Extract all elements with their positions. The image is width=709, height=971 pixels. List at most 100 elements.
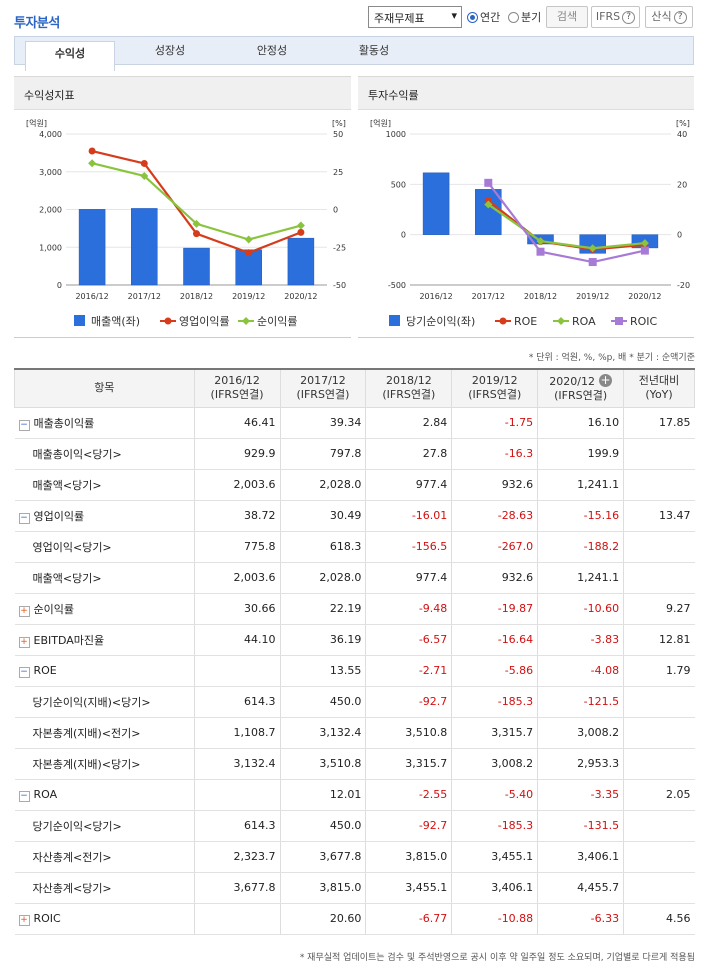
table-cell: 2.05: [623, 779, 695, 811]
row-label-cell: 매출액<당기>: [14, 562, 195, 594]
radio-annual-label: 연간: [480, 11, 501, 24]
table-cell: 2,003.6: [193, 469, 281, 501]
legend-label: ROE: [514, 315, 537, 328]
table-cell: 17.85: [623, 407, 695, 439]
table-cell: -131.5: [537, 810, 624, 842]
expand-plus-icon[interactable]: +: [18, 605, 30, 617]
row-label-cell: − ROA: [14, 779, 195, 811]
table-row: − 영업이익률 38.72 30.49 -16.01 -28.63 -15.16 13.47: [14, 500, 695, 532]
row-label-cell: 당기순이익(지배)<당기>: [14, 686, 195, 718]
tab-stability[interactable]: 안정성: [256, 44, 288, 57]
table-cell: 1.79: [623, 655, 695, 687]
table-row: 매출총이익<당기> 929.9 797.8 27.8 -16.3 199.9: [14, 438, 695, 470]
table-cell: -188.2: [537, 531, 624, 563]
series-point: [296, 221, 305, 230]
row-label: 자산총계<전기>: [32, 850, 112, 864]
statement-select[interactable]: 주재무제표 ▾: [368, 6, 462, 28]
table-header-row: 항목 2016/12 (IFRS연결) 2017/12 (IFRS연결) 2018/12(…: [14, 368, 695, 408]
legend-marker: [557, 317, 565, 325]
table-cell: -156.5: [365, 531, 452, 563]
table-cell: -16.01: [365, 500, 452, 532]
statement-select-value: 주재무제표: [374, 12, 425, 25]
financial-table: 항목 2016/12 (IFRS연결) 2017/12 (IFRS연결) 2018/12(…: [14, 368, 695, 935]
collapse-minus-icon[interactable]: −: [18, 419, 30, 431]
row-label-cell: 자산총계<당기>: [14, 872, 195, 904]
tab-growth[interactable]: 성장성: [154, 44, 186, 57]
collapse-minus-icon[interactable]: −: [18, 790, 30, 802]
row-label: ROA: [33, 787, 58, 801]
table-cell: 9.27: [623, 593, 695, 625]
series-point: [484, 200, 493, 209]
table-header-text: 2017/12: [300, 374, 346, 388]
expand-plus-icon[interactable]: +: [18, 636, 30, 648]
x-tick-label: 2019/12: [232, 292, 265, 301]
series-line: [91, 149, 302, 254]
table-cell: 30.66: [193, 593, 281, 625]
series-point: [245, 249, 253, 257]
table-cell: 3,677.8: [193, 872, 281, 904]
table-cell: -267.0: [451, 531, 538, 563]
formula-button[interactable]: 산식?: [645, 6, 693, 28]
x-tick-label: 2018/12: [180, 292, 213, 301]
table-cell: 27.8: [365, 438, 452, 470]
row-label: 매출액<당기>: [32, 478, 102, 492]
table-cell: 3,008.2: [451, 748, 538, 780]
table-cell: 2,028.0: [279, 469, 366, 501]
table-header-cell: 2018/12 (IFRS연결): [365, 368, 453, 408]
table-row: 자산총계<당기> 3,677.8 3,815.0 3,455.1 3,406.1 4,45…: [14, 872, 695, 904]
search-button[interactable]: 검색: [546, 6, 588, 28]
table-cell: -121.5: [537, 686, 624, 718]
radio-quarter-dot[interactable]: [508, 11, 519, 23]
table-cell: 20.60: [279, 903, 366, 935]
table-cell: -3.35: [537, 779, 624, 811]
table-cell: -92.7: [365, 686, 452, 718]
ifrs-button[interactable]: IFRS?: [591, 6, 640, 28]
radio-quarter-label: 분기: [521, 11, 542, 24]
table-cell: 450.0: [279, 810, 366, 842]
formula-button-label: 산식: [651, 10, 672, 23]
left-tick-label: 2,000: [39, 206, 62, 215]
series-point: [640, 246, 649, 255]
expand-plus-icon[interactable]: +: [18, 914, 30, 926]
right-tick-label: -25: [333, 243, 346, 252]
left-tick-label: 3,000: [39, 168, 62, 177]
legend-marker: [499, 317, 507, 325]
table-cell: 22.19: [279, 593, 366, 625]
series-point: [484, 178, 493, 187]
divider: [14, 337, 351, 338]
table-cell: 2,323.7: [193, 841, 281, 873]
table-cell: [193, 903, 281, 935]
radio-quarter[interactable]: 분기: [508, 9, 541, 25]
collapse-minus-icon[interactable]: −: [18, 666, 30, 678]
table-row: − ROE 13.55 -2.71 -5.86 -4.08 1.79: [14, 655, 695, 687]
right-tick-label: 40: [677, 130, 687, 139]
radio-annual-dot[interactable]: [467, 11, 478, 23]
row-label: 자산총계<당기>: [32, 881, 112, 895]
row-label: 자본총계(지배)<전기>: [32, 726, 141, 740]
legend-label: 순이익률: [257, 315, 297, 328]
series-line: [91, 162, 302, 241]
series-point: [140, 171, 149, 180]
collapse-minus-icon[interactable]: −: [18, 512, 30, 524]
row-label-cell: − 매출총이익률: [14, 407, 195, 439]
legend-label: 매출액(좌): [91, 315, 140, 328]
tab-activity[interactable]: 활동성: [358, 44, 390, 57]
table-cell: 977.4: [365, 469, 452, 501]
table-row: − 매출총이익률 46.41 39.34 2.84 -1.75 16.10 17.85: [14, 407, 695, 439]
table-cell: 1,241.1: [537, 469, 624, 501]
tab-profitability[interactable]: 수익성: [25, 41, 115, 71]
left-tick-label: 500: [391, 180, 406, 189]
table-cell: [623, 531, 695, 563]
radio-annual[interactable]: 연간: [467, 9, 500, 25]
table-cell: 3,315.7: [365, 748, 452, 780]
table-cell: 3,132.4: [193, 748, 281, 780]
ifrs-button-label: IFRS: [595, 10, 621, 23]
table-row: + ROIC 20.60 -6.77 -10.88 -6.33 4.56: [14, 903, 695, 935]
series-point: [88, 147, 96, 155]
table-row: 당기순이익<당기> 614.3 450.0 -92.7 -185.3 -131.5: [14, 810, 695, 842]
series-point: [244, 235, 253, 244]
row-label-cell: + 순이익률: [14, 593, 195, 625]
expand-plus-icon[interactable]: +: [598, 372, 612, 387]
row-label-cell: 자본총계(지배)<당기>: [14, 748, 195, 780]
row-label: 매출총이익률: [33, 416, 95, 430]
